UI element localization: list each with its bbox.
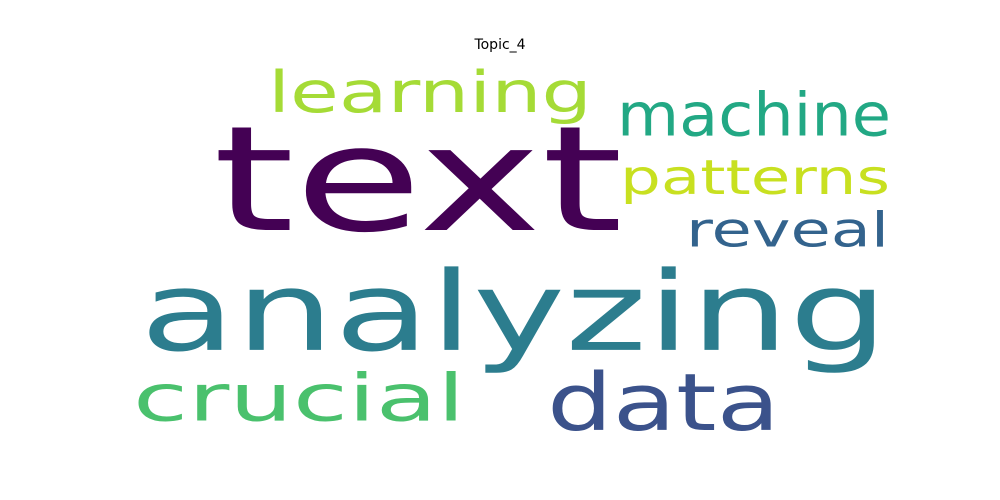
word-patterns: patterns <box>620 150 890 206</box>
chart-title: Topic_4 <box>474 37 526 53</box>
word-learning: learning <box>268 60 592 126</box>
word-machine: machine <box>617 79 891 150</box>
word-analyzing: analyzing <box>140 248 888 376</box>
word-reveal: reveal <box>686 202 889 258</box>
word-text: text <box>213 95 623 265</box>
word-crucial: crucial <box>133 359 465 436</box>
word-data: data <box>547 357 780 449</box>
